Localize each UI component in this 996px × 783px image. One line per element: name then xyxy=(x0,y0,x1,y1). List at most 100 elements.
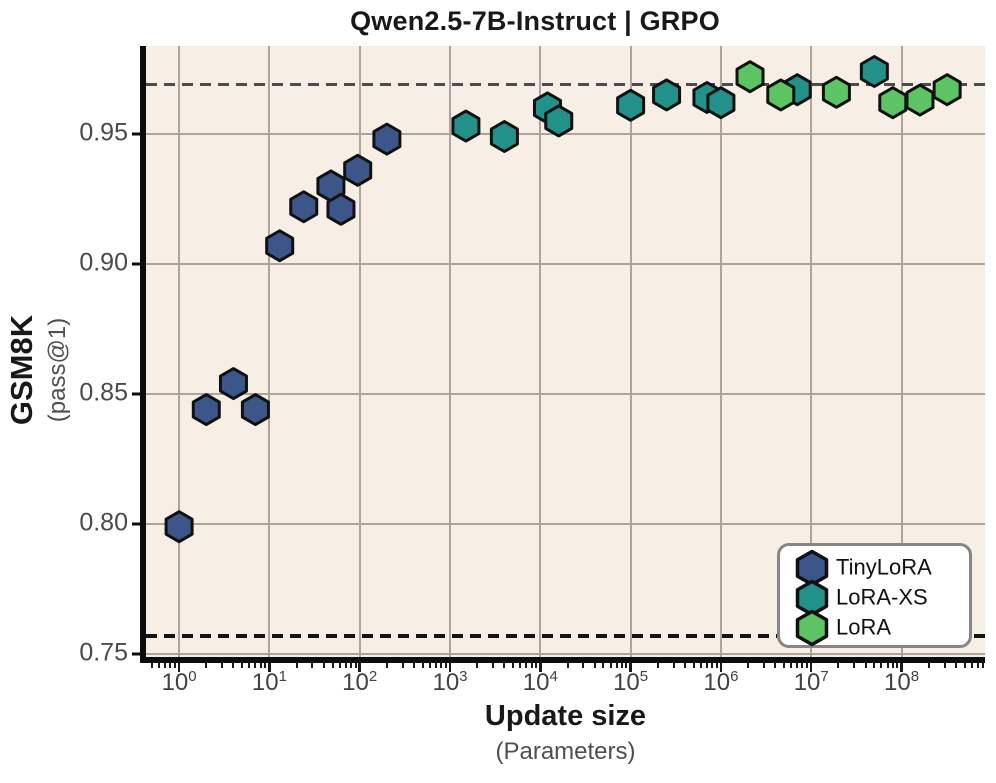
x-minor-tick xyxy=(248,663,251,668)
x-major-tick xyxy=(719,663,723,672)
legend-entry-tinylora: TinyLoRA xyxy=(836,554,932,580)
x-minor-tick xyxy=(428,663,431,668)
x-minor-tick xyxy=(943,663,946,668)
x-minor-tick xyxy=(492,663,495,668)
x-minor-tick xyxy=(656,663,659,668)
x-major-tick xyxy=(629,663,632,672)
data-point-tinylora xyxy=(191,393,221,427)
x-minor-tick xyxy=(880,663,883,668)
x-minor-tick xyxy=(566,663,569,668)
x-minor-tick xyxy=(891,663,894,668)
x-minor-tick xyxy=(970,663,973,668)
x-tick-label: 103 xyxy=(432,668,468,696)
x-gridline xyxy=(810,46,813,658)
x-minor-tick xyxy=(503,663,506,668)
y-tick-mark xyxy=(132,522,141,526)
data-point-lora xyxy=(735,60,765,94)
data-point-lora xyxy=(821,75,851,109)
x-minor-tick xyxy=(331,663,334,668)
data-point-tinylora xyxy=(289,190,319,224)
data-point-lora-xs xyxy=(544,104,574,138)
x-minor-tick xyxy=(221,663,224,668)
x-minor-tick xyxy=(790,663,793,668)
legend-entry-lora: LoRA xyxy=(836,614,892,640)
x-gridline xyxy=(358,46,361,658)
chart-title: Qwen2.5-7B-Instruct | GRPO xyxy=(350,6,720,36)
x-minor-tick xyxy=(322,663,325,668)
x-minor-tick xyxy=(354,663,357,668)
x-major-tick xyxy=(539,663,542,672)
x-minor-tick xyxy=(311,663,314,668)
x-tick-label: 105 xyxy=(613,668,649,696)
y-axis-spine xyxy=(140,46,146,663)
x-minor-tick xyxy=(401,663,404,668)
x-minor-tick xyxy=(763,663,765,668)
x-minor-tick xyxy=(344,663,347,668)
x-axis-sublabel: (Parameters) xyxy=(495,738,636,765)
x-minor-tick xyxy=(241,663,244,668)
x-minor-tick xyxy=(683,663,686,668)
x-minor-tick xyxy=(476,663,479,668)
x-minor-tick xyxy=(699,663,702,668)
x-minor-tick xyxy=(435,663,438,668)
x-minor-tick xyxy=(620,663,623,668)
x-major-tick xyxy=(268,663,271,672)
data-point-lora xyxy=(905,83,935,117)
x-tick-label: 108 xyxy=(884,668,920,696)
x-minor-tick xyxy=(747,663,750,668)
x-minor-tick xyxy=(711,663,714,668)
y-gridline xyxy=(146,132,985,135)
x-minor-tick xyxy=(801,663,804,668)
data-point-lora xyxy=(878,86,908,120)
data-point-tinylora xyxy=(218,367,248,401)
x-minor-tick xyxy=(963,663,966,668)
legend-entry-lora-xs: LoRA-XS xyxy=(836,584,928,610)
y-tick-label: 0.95 xyxy=(79,118,128,147)
x-gridline xyxy=(900,46,903,658)
x-gridline xyxy=(268,46,271,658)
x-tick-label: 107 xyxy=(793,668,829,696)
hexagon-marker-icon xyxy=(795,609,829,647)
data-point-lora-xs xyxy=(859,54,889,88)
data-point-tinylora xyxy=(240,393,270,427)
x-tick-label: 101 xyxy=(251,668,287,696)
x-tick-label: 102 xyxy=(342,668,378,696)
reference-dashed-line xyxy=(146,634,985,638)
x-minor-tick xyxy=(783,663,786,668)
data-point-tinylora xyxy=(326,192,356,226)
x-minor-tick xyxy=(806,663,809,668)
y-gridline xyxy=(146,653,985,656)
x-minor-tick xyxy=(774,663,777,668)
x-minor-tick xyxy=(615,663,618,668)
y-tick-label: 0.90 xyxy=(79,248,128,277)
x-minor-tick xyxy=(535,663,538,668)
plot-area xyxy=(146,46,985,658)
x-minor-tick xyxy=(264,663,267,668)
x-minor-tick xyxy=(837,663,840,668)
hexagon-marker-shape xyxy=(795,609,829,647)
x-minor-tick xyxy=(530,663,533,668)
x-gridline xyxy=(449,46,451,658)
x-minor-tick xyxy=(349,663,352,668)
x-major-tick xyxy=(900,663,903,672)
x-minor-tick xyxy=(173,663,176,668)
x-gridline xyxy=(539,46,542,658)
x-minor-tick xyxy=(512,663,515,668)
x-minor-tick xyxy=(715,663,718,668)
legend: TinyLoRA LoRA-XS LoRA xyxy=(777,543,972,648)
x-major-tick xyxy=(358,663,361,672)
y-tick-mark xyxy=(132,652,141,656)
x-minor-tick xyxy=(525,663,528,668)
x-minor-tick xyxy=(254,663,257,668)
y-gridline xyxy=(146,262,985,265)
data-points-layer xyxy=(164,54,962,544)
x-minor-tick xyxy=(927,663,930,668)
x-minor-tick xyxy=(976,663,979,668)
x-minor-tick xyxy=(205,663,208,668)
x-minor-tick xyxy=(864,663,867,668)
x-minor-tick xyxy=(259,663,262,668)
x-minor-tick xyxy=(582,663,585,668)
x-minor-tick xyxy=(609,663,612,668)
x-minor-tick xyxy=(853,663,856,668)
